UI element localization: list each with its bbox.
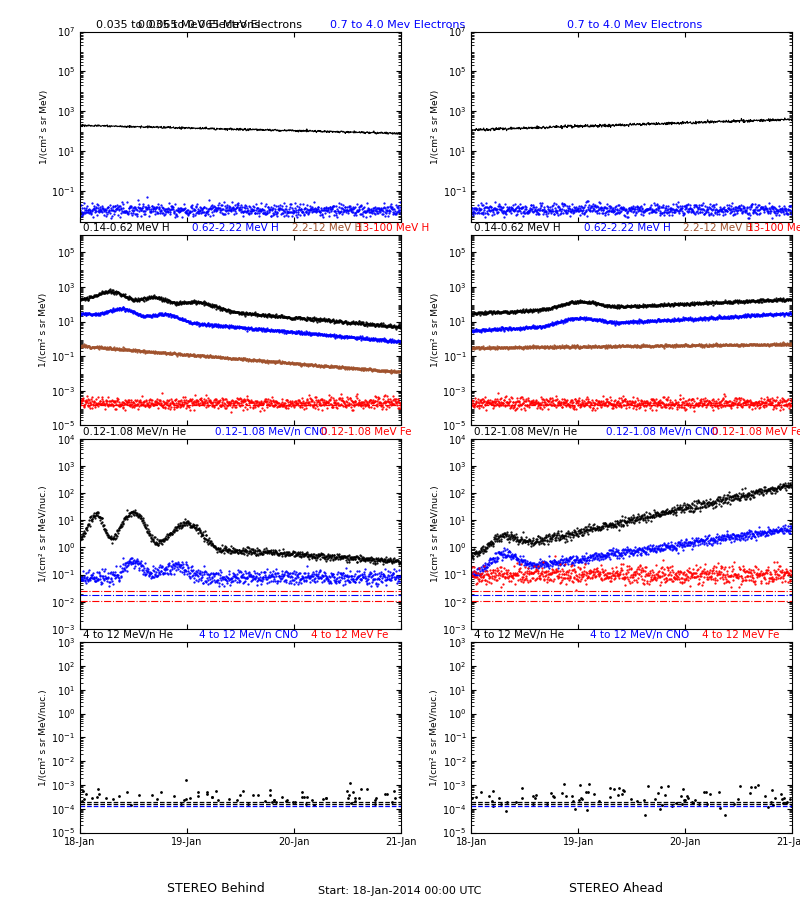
Text: 0.14-0.62 MeV H: 0.14-0.62 MeV H: [474, 223, 561, 233]
Text: 0.12-1.08 MeV/n CNO: 0.12-1.08 MeV/n CNO: [606, 427, 718, 436]
Text: STEREO Behind: STEREO Behind: [167, 883, 265, 896]
Y-axis label: 1/(cm² s sr MeV/nuc.): 1/(cm² s sr MeV/nuc.): [39, 689, 48, 786]
Text: 0.7 to 4.0 Mev Electrons: 0.7 to 4.0 Mev Electrons: [330, 20, 466, 30]
Text: 4 to 12 MeV Fe: 4 to 12 MeV Fe: [311, 630, 388, 640]
Text: 4 to 12 MeV/n CNO: 4 to 12 MeV/n CNO: [590, 630, 689, 640]
Text: 0.12-1.08 MeV/n He: 0.12-1.08 MeV/n He: [474, 427, 578, 436]
Y-axis label: 1/(cm² s sr MeV): 1/(cm² s sr MeV): [431, 89, 440, 164]
Text: 13-100 MeV H: 13-100 MeV H: [747, 223, 800, 233]
Text: 2.2-12 MeV H: 2.2-12 MeV H: [292, 223, 362, 233]
Text: 4 to 12 MeV/n He: 4 to 12 MeV/n He: [83, 630, 174, 640]
Text: 0.62-2.22 MeV H: 0.62-2.22 MeV H: [192, 223, 279, 233]
Text: 0.035 to 0.065 MeV Electrons: 0.035 to 0.065 MeV Electrons: [96, 20, 260, 30]
Y-axis label: 1/(cm² s sr MeV): 1/(cm² s sr MeV): [39, 293, 48, 367]
Text: 0.12-1.08 MeV Fe: 0.12-1.08 MeV Fe: [712, 427, 800, 436]
Y-axis label: 1/(cm² s sr MeV/nuc.): 1/(cm² s sr MeV/nuc.): [430, 689, 439, 786]
Y-axis label: 1/(cm² s sr MeV/nuc.): 1/(cm² s sr MeV/nuc.): [430, 485, 440, 582]
Y-axis label: 1/(cm² s sr MeV): 1/(cm² s sr MeV): [39, 89, 49, 164]
Text: 13-100 MeV H: 13-100 MeV H: [356, 223, 429, 233]
Text: 0.7 to 4.0 Mev Electrons: 0.7 to 4.0 Mev Electrons: [567, 20, 702, 30]
Text: 0.62-2.22 MeV H: 0.62-2.22 MeV H: [583, 223, 670, 233]
Text: 4 to 12 MeV/n CNO: 4 to 12 MeV/n CNO: [198, 630, 298, 640]
Text: 2.2-12 MeV H: 2.2-12 MeV H: [683, 223, 754, 233]
Text: 0.12-1.08 MeV Fe: 0.12-1.08 MeV Fe: [321, 427, 411, 436]
Text: 0.12-1.08 MeV/n CNO: 0.12-1.08 MeV/n CNO: [214, 427, 327, 436]
Text: 0.14-0.62 MeV H: 0.14-0.62 MeV H: [83, 223, 170, 233]
Y-axis label: 1/(cm² s sr MeV/nuc.): 1/(cm² s sr MeV/nuc.): [39, 485, 48, 582]
Text: 0.035 to 0.065 MeV Electrons: 0.035 to 0.065 MeV Electrons: [138, 20, 302, 30]
Y-axis label: 1/(cm² s sr MeV): 1/(cm² s sr MeV): [430, 293, 440, 367]
Text: 4 to 12 MeV/n He: 4 to 12 MeV/n He: [474, 630, 565, 640]
Text: 4 to 12 MeV Fe: 4 to 12 MeV Fe: [702, 630, 779, 640]
Text: STEREO Ahead: STEREO Ahead: [569, 883, 663, 896]
Text: Start: 18-Jan-2014 00:00 UTC: Start: 18-Jan-2014 00:00 UTC: [318, 886, 482, 896]
Text: 0.12-1.08 MeV/n He: 0.12-1.08 MeV/n He: [83, 427, 186, 436]
